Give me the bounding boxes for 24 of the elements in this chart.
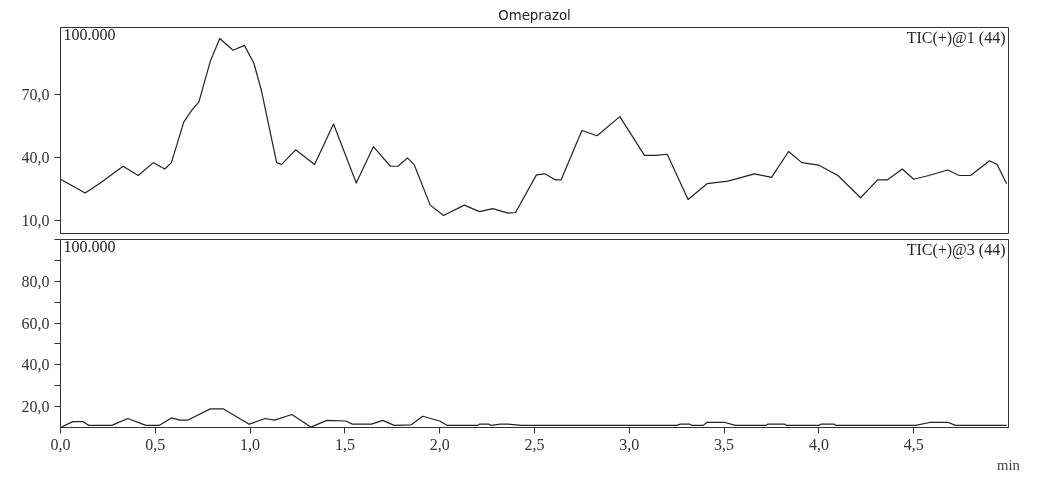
y-tick-label: 20,0 [21, 398, 50, 416]
x-tick-label: 1,0 [240, 435, 261, 453]
x-tick-label: 4,5 [903, 435, 924, 453]
x-tick-label: 4,0 [808, 435, 829, 453]
annotation: TIC(+)@1 (44) [906, 28, 1006, 47]
x-tick-label: 1,5 [334, 435, 355, 453]
y-tick-label: 40,0 [21, 149, 50, 167]
y-tick-label: 40,0 [21, 356, 50, 374]
line-series [60, 408, 1008, 428]
y-tick-label: 80,0 [21, 272, 50, 290]
x-tick-label: 2,5 [524, 435, 545, 453]
chart-title: Omeprazol [498, 7, 571, 23]
annotation: 100.000 [63, 25, 116, 43]
x-tick-label: 2,0 [429, 435, 450, 453]
x-tick-label: 0,5 [145, 435, 166, 453]
x-tick-label: 3,5 [714, 435, 735, 453]
y-tick-label: 10,0 [21, 212, 50, 230]
x-tick-label: 0,0 [50, 435, 71, 453]
annotation: TIC(+)@3 (44) [906, 240, 1006, 259]
annotation: 100.000 [63, 237, 116, 255]
y-tick-label: 70,0 [21, 86, 50, 104]
x-axis-title: min [997, 456, 1021, 473]
y-tick-label: 60,0 [21, 314, 50, 332]
x-tick-label: 3,0 [619, 435, 640, 453]
